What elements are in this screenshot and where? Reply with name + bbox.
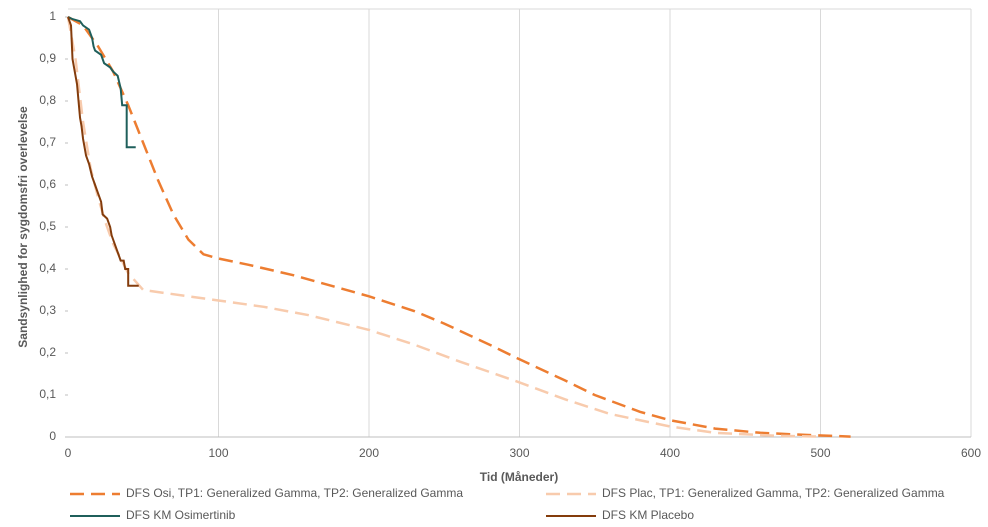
x-tick-label: 100 (208, 446, 228, 460)
y-tick-label: 0,7 (39, 135, 56, 149)
legend-label: DFS KM Osimertinib (126, 508, 236, 522)
y-tick-label: 0,6 (39, 177, 56, 191)
y-tick-label: 0,1 (39, 387, 56, 401)
y-tick-label: 1 (49, 9, 56, 23)
x-tick-label: 0 (65, 446, 72, 460)
x-tick-label: 600 (961, 446, 981, 460)
x-tick-label: 500 (810, 446, 830, 460)
legend-label: DFS KM Placebo (602, 508, 694, 522)
y-tick-label: 0,2 (39, 345, 56, 359)
y-tick-label: 0,4 (39, 261, 56, 275)
y-tick-label: 0,5 (39, 219, 56, 233)
x-tick-label: 300 (509, 446, 529, 460)
legend-label: DFS Plac, TP1: Generalized Gamma, TP2: G… (602, 486, 945, 500)
y-tick-label: 0,3 (39, 303, 56, 317)
series-line (67, 16, 139, 287)
legend-label: DFS Osi, TP1: Generalized Gamma, TP2: Ge… (126, 486, 463, 500)
x-tick-label: 400 (660, 446, 680, 460)
y-tick-label: 0 (49, 429, 56, 443)
x-tick-label: 200 (359, 446, 379, 460)
y-tick-label: 0,8 (39, 93, 56, 107)
x-axis-label: Tid (Måneder) (480, 470, 558, 484)
series-line (67, 15, 851, 438)
y-tick-label: 0,9 (39, 51, 56, 65)
y-axis-label: Sandsynlighed for sygdomsfri overlevelse (16, 106, 30, 348)
series-line (67, 16, 136, 149)
